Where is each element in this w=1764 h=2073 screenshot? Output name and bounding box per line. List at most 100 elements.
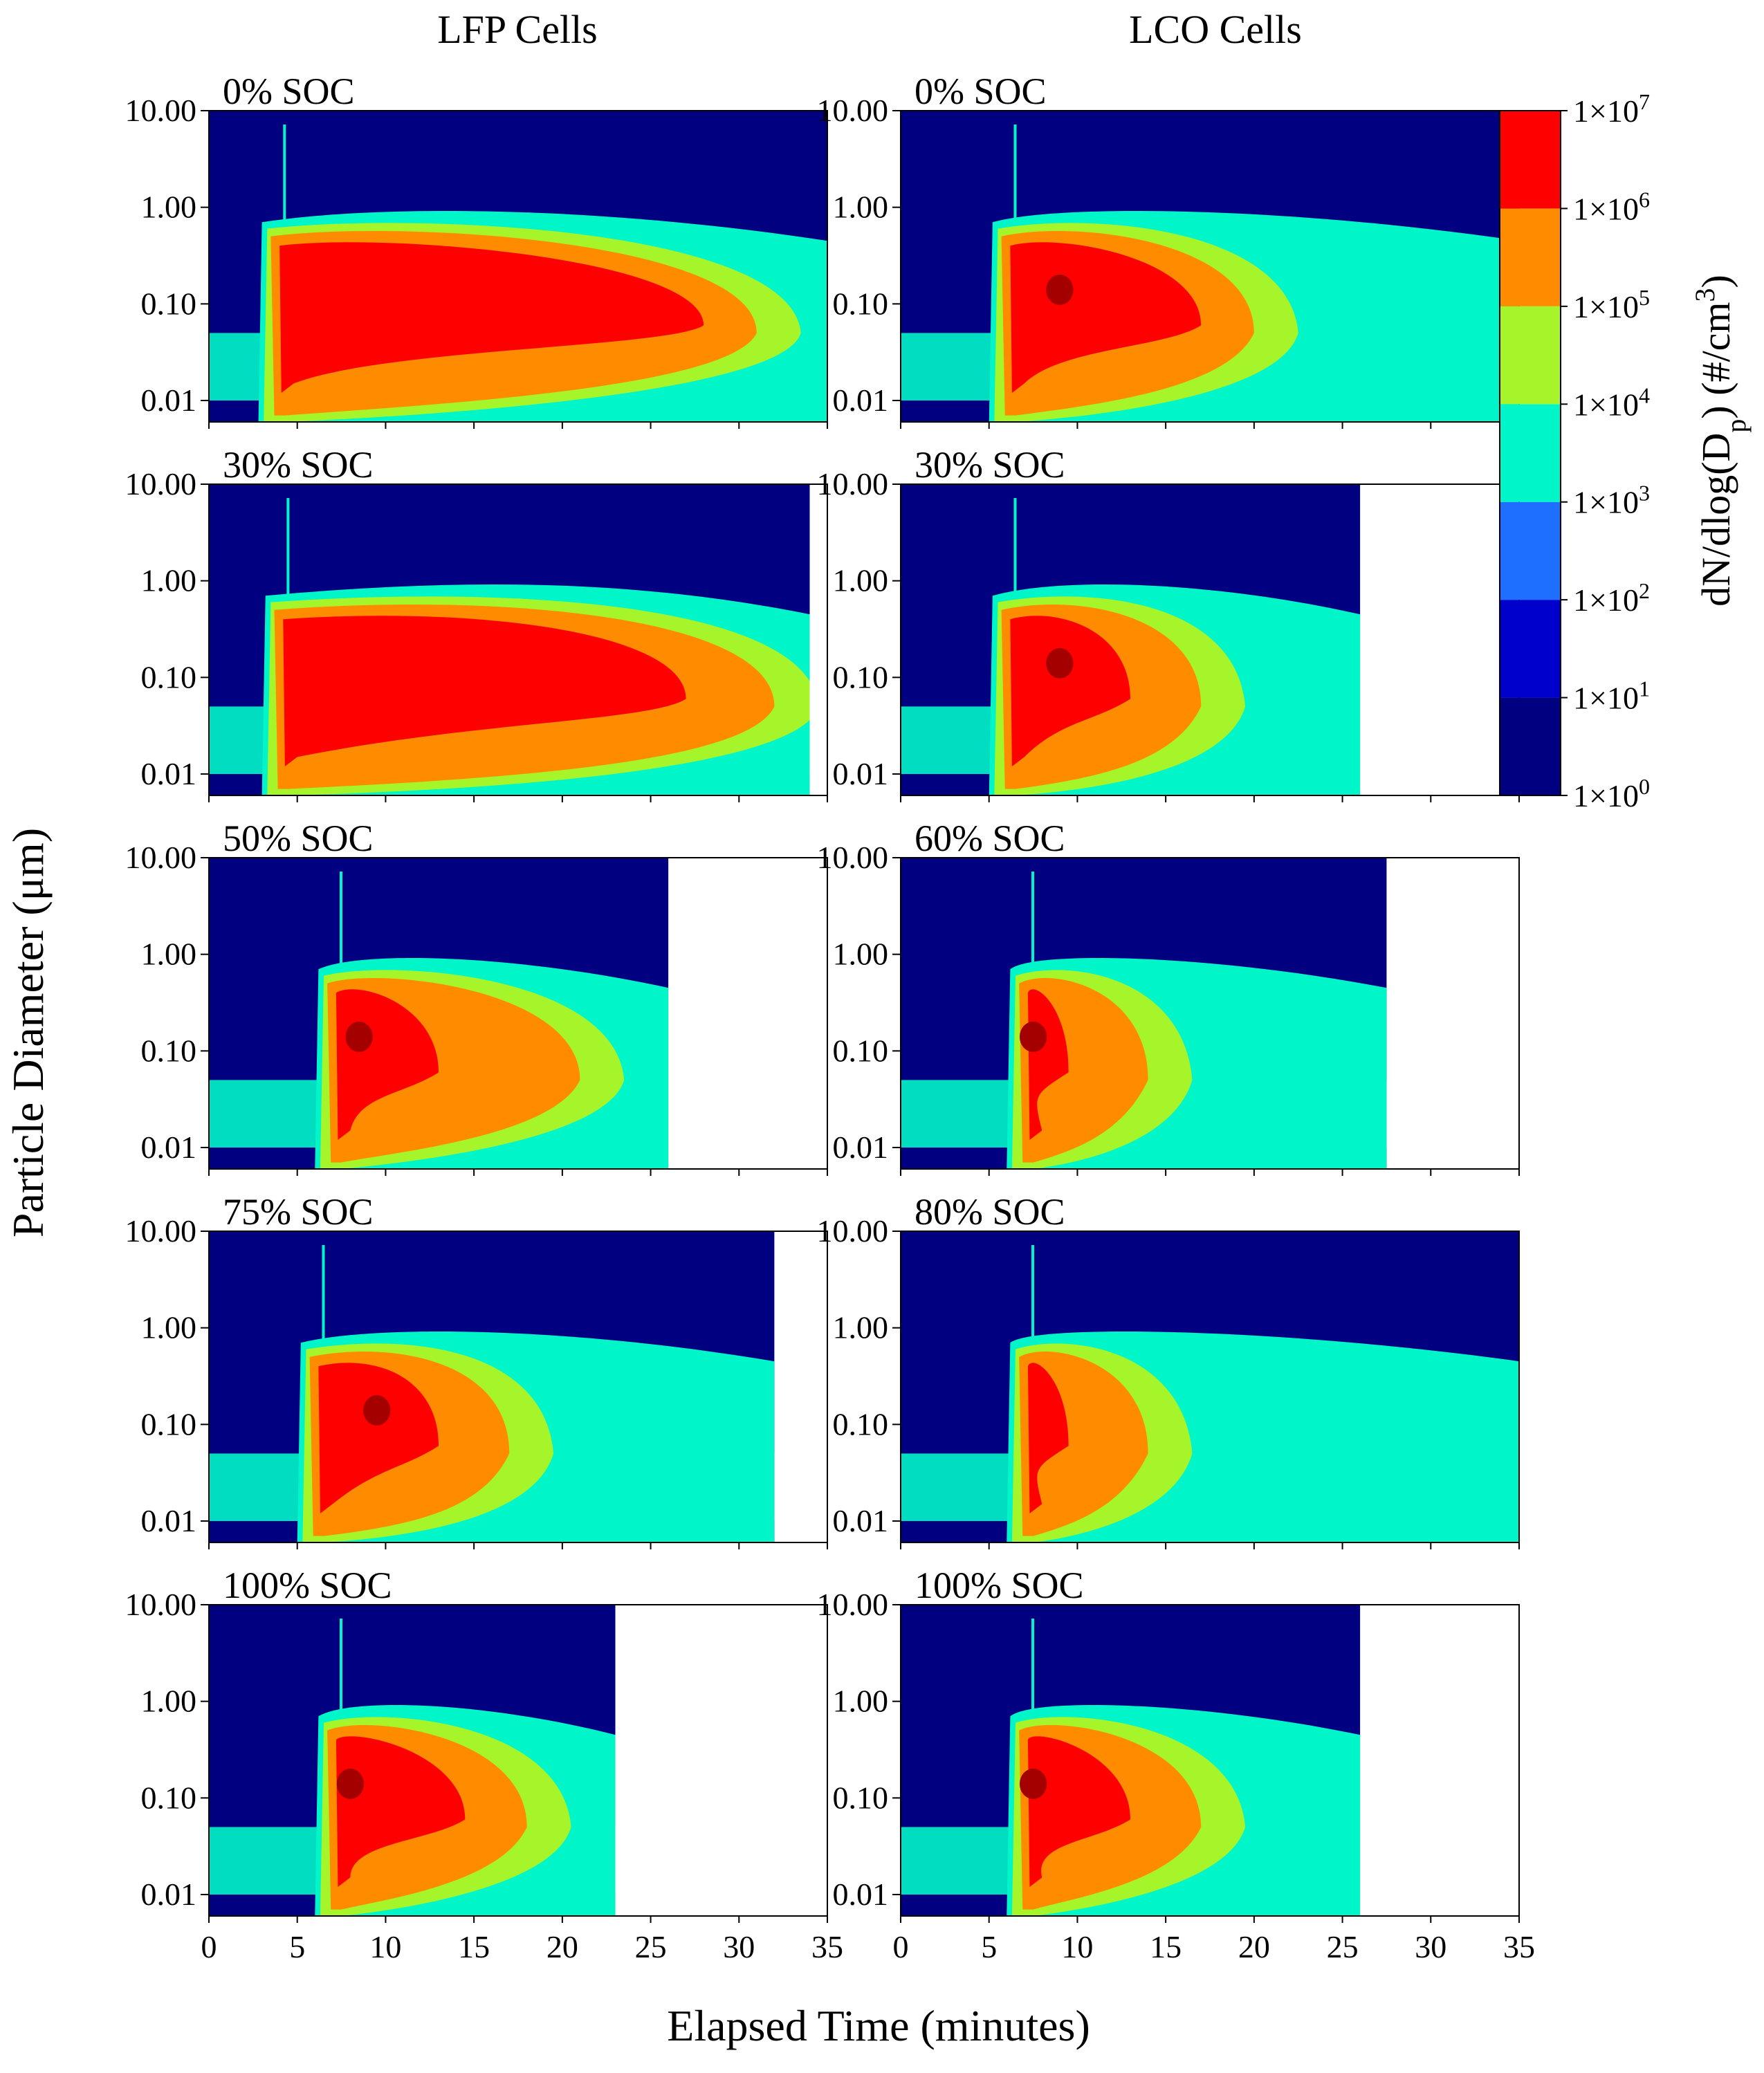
y-tick-label: 0.01 (833, 1130, 889, 1165)
y-tick-label: 10.00 (125, 93, 197, 128)
y-tick-label: 1.00 (833, 937, 889, 972)
spike-mark (1013, 125, 1017, 221)
y-tick-label: 1.00 (141, 1310, 197, 1345)
spike-mark (1031, 1619, 1035, 1715)
panel-title: 30% SOC (223, 444, 374, 486)
panel-title: 80% SOC (915, 1191, 1065, 1233)
spike-mark (340, 1619, 343, 1715)
panel-title: 60% SOC (915, 818, 1065, 859)
level-1e6-1e7 (318, 1363, 439, 1513)
y-tick-label: 0.10 (141, 1033, 197, 1068)
y-tick-label: 1.00 (141, 1684, 197, 1719)
y-tick-label: 0.01 (141, 756, 197, 791)
y-tick-label: 10.00 (817, 1587, 889, 1622)
y-tick-label: 0.10 (833, 659, 889, 694)
colorbar-tick-label: 1×102 (1573, 578, 1650, 618)
axes-frame (208, 483, 828, 796)
panel-lco-60soc: 10.00 1.00 0.10 0.01 60% SOC (817, 818, 1520, 1176)
y-tick-label: 1.00 (141, 937, 197, 972)
panel-title: 0% SOC (915, 71, 1047, 112)
panel-title: 30% SOC (915, 444, 1065, 486)
y-tick-label: 10.00 (125, 1213, 197, 1249)
y-tick-label: 10.00 (817, 466, 889, 501)
spike-mark (1013, 498, 1017, 595)
x-tick-label: 25 (635, 1929, 667, 1964)
spike-mark (322, 1245, 325, 1342)
x-tick-label: 10 (369, 1929, 401, 1964)
level-1e6-1e7 (336, 1736, 466, 1887)
y-tick-label: 0.01 (833, 383, 889, 418)
contour-lco-30soc (901, 484, 1361, 795)
level-1e6-1e7 (1027, 1736, 1131, 1887)
y-tick-label: 10.00 (125, 840, 197, 875)
contour-lco-0soc (901, 111, 1519, 422)
colorbar-tick-label: 1×107 (1573, 89, 1650, 129)
y-tick-label: 0.01 (141, 1877, 197, 1912)
contour-lco-80soc (901, 1231, 1519, 1542)
panel-grid: 10.00 1.00 0.10 0.01 0% SOC 10.00 1.00 0.10 0.01… (125, 71, 1536, 1964)
contour-lfp-100soc (209, 1605, 616, 1916)
colorbar-tick-label: 1×101 (1573, 676, 1650, 716)
column-title-lfp: LFP Cells (437, 7, 598, 52)
x-tick-label: 20 (1238, 1929, 1270, 1964)
colorbar-frame (1499, 110, 1561, 796)
y-tick-label: 0.01 (141, 383, 197, 418)
x-tick-label: 15 (458, 1929, 490, 1964)
panel-title: 0% SOC (223, 71, 355, 112)
level-above-1e7 (1046, 647, 1074, 679)
panel-lfp-75soc: 10.00 1.00 0.10 0.01 75% SOC (125, 1191, 828, 1549)
level-above-1e7 (362, 1394, 391, 1426)
y-tick-label: 10.00 (125, 466, 197, 501)
x-tick-label: 20 (546, 1929, 578, 1964)
y-tick-label: 0.10 (833, 1406, 889, 1441)
y-tick-label: 10.00 (125, 1587, 197, 1622)
contour-lco-60soc (901, 858, 1387, 1169)
spike-mark (340, 872, 343, 968)
x-tick-label: 30 (723, 1929, 755, 1964)
y-axis-title: Particle Diameter (μm) (3, 828, 53, 1237)
y-tick-label: 0.10 (141, 1406, 197, 1441)
y-tick-label: 0.10 (141, 659, 197, 694)
y-tick-label: 0.01 (833, 1877, 889, 1912)
colorbar-level (1500, 208, 1561, 306)
panel-lco-30soc: 10.00 1.00 0.10 0.01 30% SOC (817, 444, 1520, 802)
x-tick-label: 0 (201, 1929, 217, 1964)
panel-lfp-100soc: 10.00 1.00 0.10 0.010 5 10 15 20 25 30 35 100% SOC (125, 1565, 844, 1964)
x-axis-title: Elapsed Time (minutes) (667, 2001, 1090, 2050)
colorbar-tick-label: 1×100 (1573, 774, 1650, 813)
panel-title: 75% SOC (223, 1191, 374, 1233)
spike-mark (286, 498, 290, 595)
y-tick-label: 1.00 (833, 1684, 889, 1719)
level-1e6-1e7 (283, 616, 686, 766)
colorbar-level (1500, 404, 1561, 502)
contour-lfp-0soc (209, 111, 827, 422)
y-tick-label: 1.00 (833, 563, 889, 598)
colorbar-level (1500, 501, 1561, 600)
y-tick-label: 10.00 (817, 93, 889, 128)
colorbar-tick-label: 1×103 (1573, 481, 1650, 520)
colorbar-tick-label: 1×106 (1573, 187, 1650, 226)
y-tick-label: 0.10 (833, 286, 889, 321)
contour-lfp-75soc (209, 1231, 775, 1542)
colorbar-tick-label: 1×105 (1573, 285, 1650, 324)
axes-frame (900, 857, 1520, 1170)
panel-lfp-30soc: 10.00 1.00 0.10 0.01 30% SOC (125, 444, 828, 802)
contour-lfp-30soc (209, 484, 810, 795)
panel-lco-0soc: 10.00 1.00 0.10 0.01 0% SOC (817, 71, 1520, 429)
y-tick-label: 10.00 (817, 840, 889, 875)
contour-lfp-50soc (209, 858, 669, 1169)
level-above-1e7 (1019, 1768, 1047, 1799)
colorbar-level (1500, 697, 1561, 795)
panel-lco-80soc: 10.00 1.00 0.10 0.01 80% SOC (817, 1191, 1520, 1549)
colorbar-level (1500, 111, 1561, 209)
axes-frame (208, 1231, 828, 1543)
panel-title: 100% SOC (915, 1565, 1084, 1606)
x-tick-label: 30 (1415, 1929, 1446, 1964)
y-tick-label: 1.00 (141, 563, 197, 598)
y-tick-label: 0.01 (141, 1130, 197, 1165)
panel-title: 50% SOC (223, 818, 374, 859)
spike-mark (283, 125, 286, 221)
y-tick-label: 0.01 (141, 1503, 197, 1538)
y-tick-label: 1.00 (833, 190, 889, 225)
